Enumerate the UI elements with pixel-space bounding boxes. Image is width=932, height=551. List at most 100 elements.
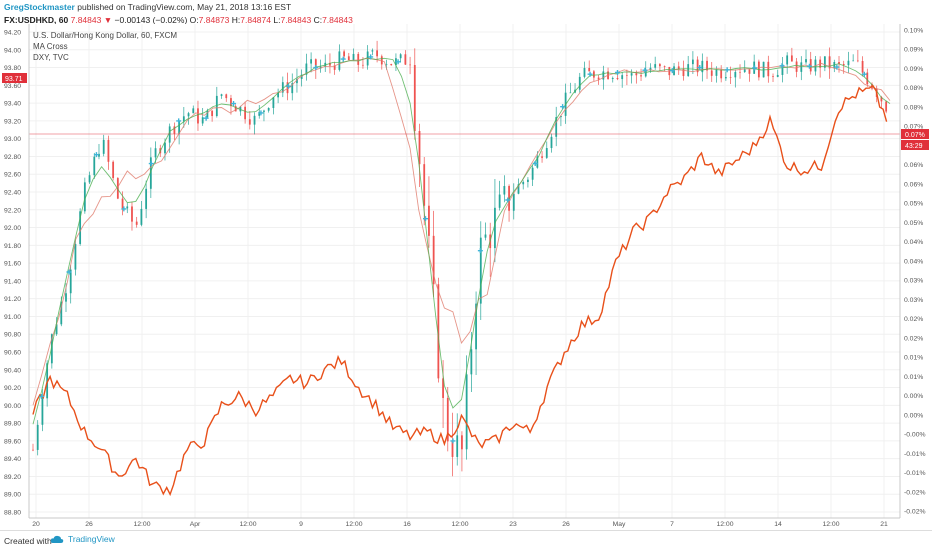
chart[interactable]: 94.20 94.00 93.80 93.60 93.40 93.20 93.00 92.80… <box>0 0 932 530</box>
author-name[interactable]: GregStockmaster <box>4 2 75 12</box>
candle-body <box>461 435 463 450</box>
chart-background <box>29 24 900 518</box>
candle-body <box>234 106 237 112</box>
candle-body <box>550 136 553 149</box>
right-tick-label: 0.01% <box>904 374 923 381</box>
legend-ma-cross[interactable]: MA Cross <box>33 42 68 51</box>
candle-body <box>286 82 289 94</box>
candle-body <box>206 110 209 118</box>
ma-cross-marker <box>231 101 237 107</box>
candle-body <box>300 74 303 79</box>
candle-body <box>776 74 779 77</box>
right-tick-label: 0.09% <box>904 47 923 54</box>
ma-cross-marker <box>477 248 483 254</box>
time-tick-label: 7 <box>670 521 674 528</box>
candle-body <box>852 60 855 62</box>
candle-body <box>880 97 883 102</box>
candle-body <box>682 69 685 77</box>
candle-body <box>60 301 63 325</box>
ma-cross-marker <box>669 68 675 74</box>
left-tick-label: 93.20 <box>4 118 21 125</box>
candle-body <box>98 153 100 157</box>
right-tick-label: 0.06% <box>904 162 923 169</box>
ohlc-info: FX:USDHKD, 60 7.84843 ▼ −0.00143 (−0.02%… <box>4 15 353 25</box>
candle-body <box>135 221 138 225</box>
right-tick-label: 0.08% <box>904 104 923 111</box>
candle-body <box>498 194 501 208</box>
left-tick-label: 89.60 <box>4 438 21 445</box>
candle-body <box>437 284 440 379</box>
left-tick-label: 90.40 <box>4 367 21 374</box>
candle-body <box>281 82 284 93</box>
candle-body <box>69 269 72 294</box>
ma-cross-marker <box>614 69 620 75</box>
candle-body <box>376 50 378 57</box>
candle-body <box>253 115 256 125</box>
right-tick-label: 0.08% <box>904 85 923 92</box>
candle-body <box>649 67 652 71</box>
candle-body <box>842 63 845 66</box>
candle-body <box>314 59 317 69</box>
time-tick-label: 12:00 <box>451 521 468 528</box>
footer: Created with TradingView <box>0 530 932 551</box>
high-label: H: <box>231 15 241 25</box>
candle-body <box>734 71 737 78</box>
time-tick-label: 14 <box>774 521 782 528</box>
candle-body <box>116 178 119 199</box>
candle-body <box>724 77 727 79</box>
candle-body <box>602 71 605 80</box>
left-tick-label: 90.00 <box>4 403 21 410</box>
candle-body <box>847 60 850 66</box>
right-tick-label: 0.04% <box>904 239 923 246</box>
time-tick-label: 20 <box>32 521 40 528</box>
publish-text: published on TradingView.com, May 21, 20… <box>77 2 292 12</box>
candle-body <box>654 64 657 68</box>
candle-body <box>385 64 388 65</box>
candle-body <box>263 110 265 112</box>
left-tick-label: 94.20 <box>4 30 21 37</box>
time-tick-label: 12:00 <box>345 521 362 528</box>
ma-cross-marker <box>121 206 127 212</box>
left-tick-label: 92.20 <box>4 207 21 214</box>
candle-body <box>93 156 96 176</box>
candle-body <box>442 378 444 398</box>
candle-body <box>50 334 53 364</box>
candle-body <box>65 293 67 302</box>
legend-dxy[interactable]: DXY, TVC <box>33 53 69 62</box>
ma-cross-marker <box>93 152 99 158</box>
ma-cross-marker <box>340 56 346 62</box>
right-tick-label: -0.01% <box>904 451 926 458</box>
candle-body <box>418 131 421 165</box>
right-tick-label: 0.00% <box>904 393 923 400</box>
last-price: 7.84843 <box>70 15 102 25</box>
grid <box>29 24 900 518</box>
tradingview-logo[interactable]: TradingView <box>50 534 115 544</box>
candle-body <box>347 56 350 61</box>
candle-body <box>616 78 619 80</box>
candle-body <box>536 156 539 168</box>
ma-cross-marker <box>834 64 840 70</box>
left-tick-label: 92.80 <box>4 154 21 161</box>
high-value: 7.84874 <box>240 15 271 25</box>
candle-body <box>192 108 195 114</box>
candle-body <box>626 75 628 76</box>
candle-body <box>338 51 341 70</box>
right-tick-label: -0.00% <box>904 432 926 439</box>
right-tick-label: -0.02% <box>904 509 926 516</box>
candle-body <box>267 108 270 111</box>
left-tick-label: 92.60 <box>4 172 21 179</box>
candle-body <box>343 51 345 57</box>
candle-body <box>41 398 44 425</box>
candle-body <box>164 142 166 154</box>
candle-body <box>663 66 666 67</box>
left-tick-label: 90.80 <box>4 332 21 339</box>
ma-cross-marker <box>752 65 758 71</box>
ma-cross-marker <box>697 65 703 71</box>
candle-body <box>296 78 298 84</box>
candle-body <box>691 59 694 65</box>
left-tick-label: 94.00 <box>4 47 21 54</box>
ma-cross-marker <box>450 438 456 444</box>
candle-body <box>225 94 228 99</box>
candle-body <box>786 55 789 65</box>
down-arrow-icon: ▼ <box>103 15 113 25</box>
